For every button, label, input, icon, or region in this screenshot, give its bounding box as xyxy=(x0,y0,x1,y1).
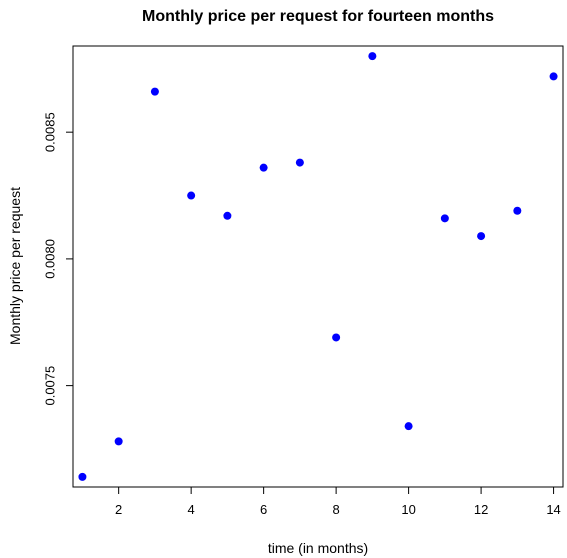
x-tick-label: 14 xyxy=(546,502,560,517)
data-point xyxy=(368,52,377,61)
data-point xyxy=(78,472,87,481)
x-axis-label: time (in months) xyxy=(268,540,368,556)
x-tick-label: 10 xyxy=(401,502,415,517)
data-point xyxy=(114,437,123,446)
y-tick-label: 0.0085 xyxy=(42,112,57,152)
data-point xyxy=(332,333,341,342)
y-tick-label: 0.0075 xyxy=(42,366,57,406)
data-point xyxy=(477,232,486,241)
data-point xyxy=(513,206,522,215)
x-tick-label: 12 xyxy=(474,502,488,517)
x-tick-label: 2 xyxy=(115,502,122,517)
data-point xyxy=(440,214,449,223)
data-point xyxy=(404,422,413,431)
y-axis: 0.0075 0.0080 0.0085 xyxy=(42,112,73,406)
data-point xyxy=(223,211,232,220)
x-axis: 2 4 6 8 10 12 14 xyxy=(115,487,561,517)
y-tick-label: 0.0080 xyxy=(42,239,57,279)
x-tick-label: 4 xyxy=(188,502,195,517)
plot-frame xyxy=(72,45,564,488)
data-points xyxy=(78,52,558,481)
data-point xyxy=(150,87,159,96)
data-point xyxy=(295,158,304,167)
x-tick-label: 8 xyxy=(333,502,340,517)
data-point xyxy=(259,163,268,172)
x-tick-label: 6 xyxy=(260,502,267,517)
data-point xyxy=(549,72,558,81)
data-point xyxy=(187,191,196,200)
chart-title: Monthly price per request for fourteen m… xyxy=(142,8,494,25)
y-axis-label: Monthly price per request xyxy=(7,187,23,345)
